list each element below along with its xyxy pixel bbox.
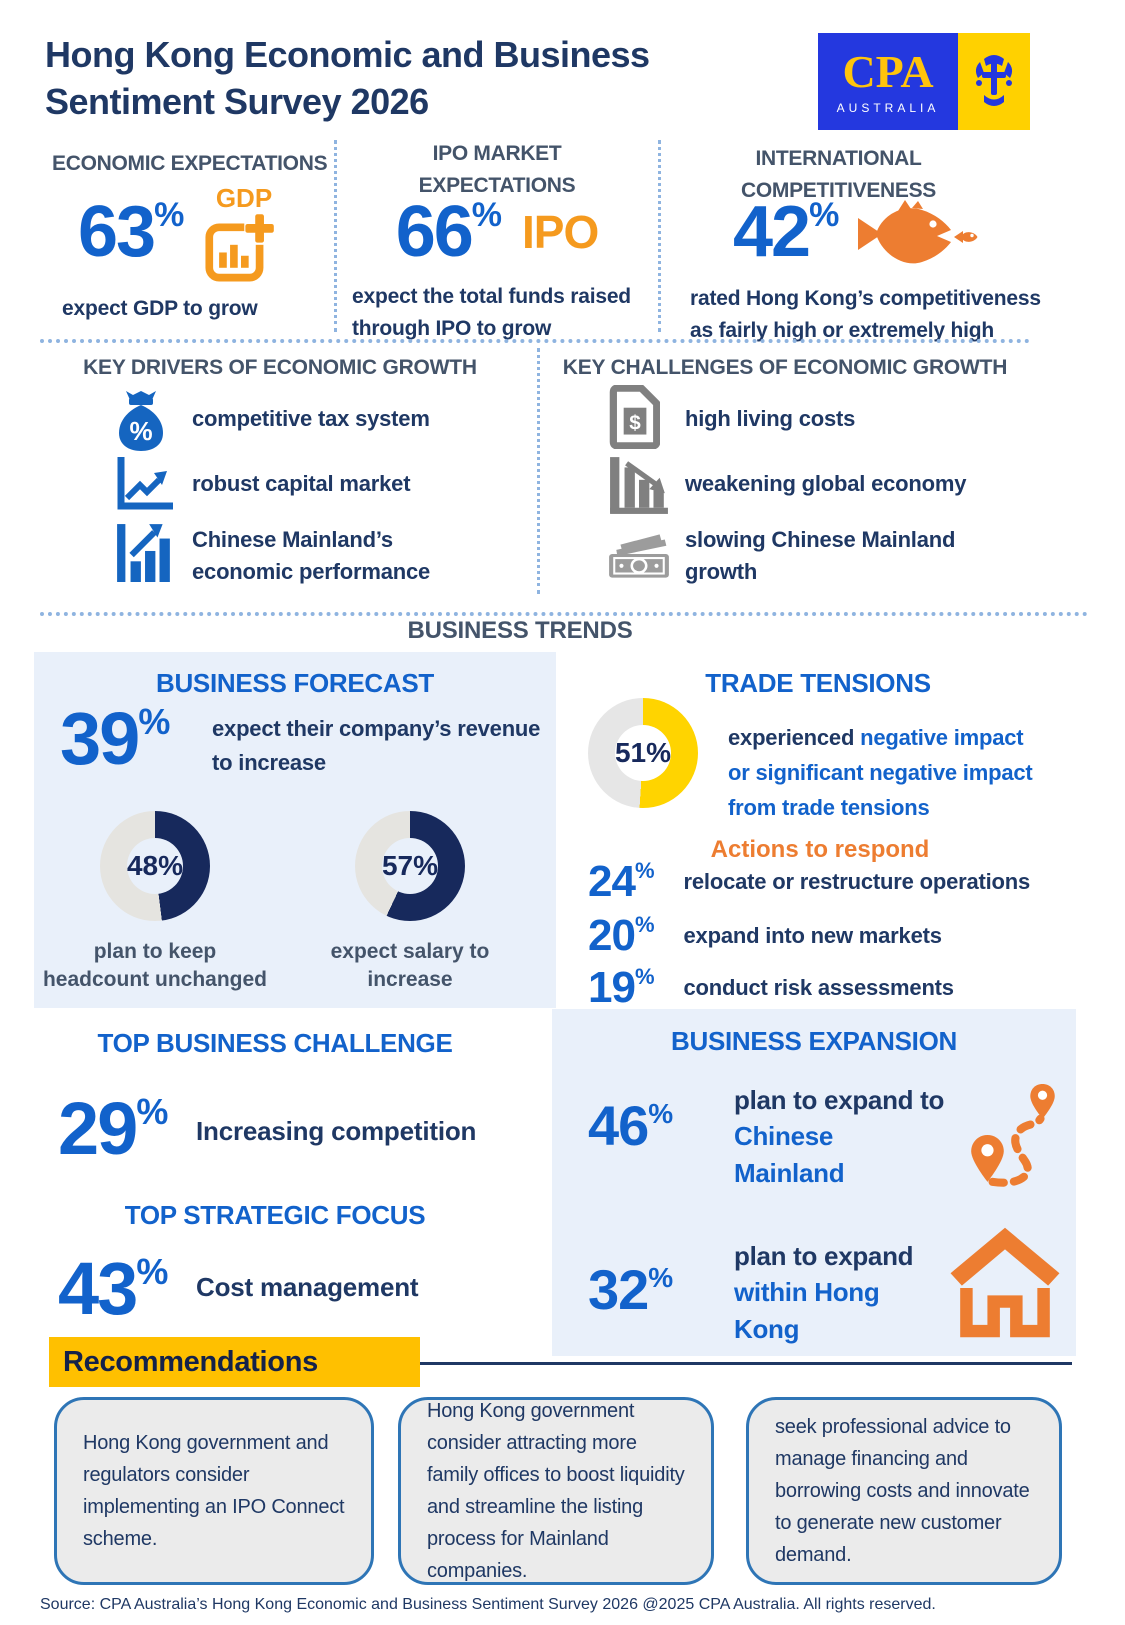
business-forecast-title: BUSINESS FORECAST xyxy=(155,668,435,698)
ipo-accent-label: IPO xyxy=(522,206,599,258)
recommendation-text: seek professional advice to manage finan… xyxy=(775,1416,1030,1566)
trade-impact-donut-chart: 51% xyxy=(588,698,698,808)
driver-item-label: robust capital market xyxy=(192,471,411,496)
actions-to-respond-header: Actions to respond xyxy=(710,836,930,863)
gdp-label: GDP xyxy=(215,183,273,213)
driver-item-label: competitive tax system xyxy=(192,406,430,431)
declining-bar-chart-icon xyxy=(608,455,670,520)
action-item: 19% conduct risk assessments xyxy=(588,966,954,1010)
challenge-item-label: weakening global economy xyxy=(685,471,967,496)
expand-mainland-text: plan to expand to Chinese Mainland xyxy=(734,1085,945,1188)
focus-stat-value: 43% xyxy=(58,1247,169,1330)
expand-hongkong-text: plan to expand within Hong Kong xyxy=(734,1241,914,1344)
action-item: 24% relocate or restructure operations xyxy=(588,860,1030,904)
section-divider xyxy=(40,612,1088,616)
svg-text:%: % xyxy=(129,416,152,446)
trade-tensions-title: TRADE TENSIONS xyxy=(705,668,931,698)
recommendation-text: Hong Kong government consider attracting… xyxy=(427,1400,685,1582)
recommendations-band: Recommendations xyxy=(49,1337,420,1387)
trade-impact-text: experienced negative impact or significa… xyxy=(728,725,1033,821)
key-challenges-header: KEY CHALLENGES OF ECONOMIC GROWTH xyxy=(562,356,1008,379)
headcount-donut-label: 48% xyxy=(126,850,184,881)
competitiveness-header: INTERNATIONAL COMPETITIVENESS xyxy=(740,147,937,202)
page-title-line1: Hong Kong Economic and Business xyxy=(45,34,650,75)
line-chart-up-icon xyxy=(115,455,173,518)
salary-donut-chart: 57% xyxy=(355,811,465,921)
action-label: conduct risk assessments xyxy=(683,974,955,1000)
cpa-logo-text: CPA xyxy=(842,45,934,97)
focus-stat-label: Cost management xyxy=(196,1272,419,1302)
gdp-chart-icon xyxy=(204,212,278,287)
cpa-logo-yellow-panel xyxy=(958,33,1030,130)
challenge-item-label: high living costs xyxy=(685,406,856,431)
revenue-stat-value: 39% xyxy=(60,697,171,780)
big-fish-small-fish-icon xyxy=(856,198,978,279)
headcount-donut-caption: plan to keep headcount unchanged xyxy=(42,940,267,992)
recommendation-text: Hong Kong government and regulators cons… xyxy=(83,1432,345,1550)
gdp-stat-caption: expect GDP to grow xyxy=(62,297,258,320)
map-pins-route-icon xyxy=(968,1082,1062,1193)
action-label: relocate or restructure operations xyxy=(683,868,1031,894)
action-value: 19% xyxy=(588,963,654,1012)
drivers-challenges-divider xyxy=(537,348,540,594)
salary-donut-caption: expect salary to increase xyxy=(330,940,490,992)
recommendations-rule xyxy=(420,1362,1072,1365)
cpa-australia-logo: CPA AUSTRALIA xyxy=(818,33,1030,130)
driver-item-label: Chinese Mainland’s economic performance xyxy=(192,527,431,584)
action-value: 24% xyxy=(588,857,654,906)
page-title: Hong Kong Economic and Business Sentimen… xyxy=(45,32,650,126)
challenge-item-label: slowing Chinese Mainland growth xyxy=(685,527,956,584)
competitiveness-stat-value: 42% xyxy=(733,192,840,272)
economic-expectations-header: ECONOMIC EXPECTATIONS xyxy=(52,152,328,175)
column-divider xyxy=(658,140,661,332)
cpa-logo-australia-text: AUSTRALIA xyxy=(836,100,940,115)
headcount-donut-chart: 48% xyxy=(100,811,210,921)
column-divider xyxy=(334,140,337,332)
salary-donut-label: 57% xyxy=(381,850,439,881)
business-expansion-title: BUSINESS EXPANSION xyxy=(671,1026,957,1056)
gdp-stat-value: 63% xyxy=(78,192,185,272)
cpa-crest-icon xyxy=(972,48,1016,115)
page-title-line2: Sentiment Survey 2026 xyxy=(45,80,429,122)
expand-hongkong-value: 32% xyxy=(588,1258,673,1321)
section-divider xyxy=(40,339,1030,343)
revenue-stat-text: expect their company’s revenue to increa… xyxy=(212,716,541,776)
house-icon xyxy=(946,1222,1064,1343)
action-item: 20% expand into new markets xyxy=(588,914,942,958)
dollar-document-icon: $ xyxy=(608,384,661,454)
cpa-logo-blue-panel: CPA AUSTRALIA xyxy=(818,33,958,130)
recommendation-card: Hong Kong government and regulators cons… xyxy=(54,1397,374,1585)
top-business-challenge-title: TOP BUSINESS CHALLENGE xyxy=(97,1028,453,1058)
recommendation-card: seek professional advice to manage finan… xyxy=(746,1397,1062,1585)
trade-impact-donut-label: 51% xyxy=(614,737,672,768)
ipo-stat-value: 66% xyxy=(395,192,503,272)
ipo-stat: 66% IPO xyxy=(352,196,642,268)
top-strategic-focus-title: TOP STRATEGIC FOCUS xyxy=(124,1200,426,1230)
challenge-stat-label: Increasing competition xyxy=(196,1116,477,1146)
source-note: Source: CPA Australia’s Hong Kong Econom… xyxy=(40,1596,936,1613)
ipo-expectations-header: IPO MARKET EXPECTATIONS xyxy=(418,142,576,197)
svg-text:$: $ xyxy=(629,411,641,434)
business-trends-header: BUSINESS TRENDS xyxy=(407,617,633,644)
bar-chart-growth-icon xyxy=(115,522,173,587)
ipo-stat-caption: expect the total funds raised through IP… xyxy=(352,285,631,340)
recommendation-card: Hong Kong government consider attracting… xyxy=(398,1397,714,1585)
competitiveness-caption: rated Hong Kong’s competitiveness as fai… xyxy=(690,287,1041,342)
banknotes-icon xyxy=(606,532,672,585)
action-value: 20% xyxy=(588,911,654,960)
recommendations-header: Recommendations xyxy=(63,1345,318,1378)
challenge-stat-value: 29% xyxy=(58,1087,169,1170)
money-bag-percent-icon: % xyxy=(115,390,167,457)
key-drivers-header: KEY DRIVERS OF ECONOMIC GROWTH xyxy=(83,356,477,379)
expand-mainland-value: 46% xyxy=(588,1094,673,1157)
action-label: expand into new markets xyxy=(683,922,942,948)
